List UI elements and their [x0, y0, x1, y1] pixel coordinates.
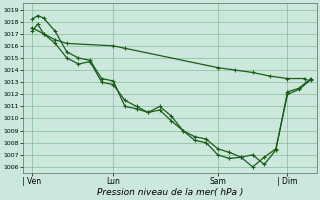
X-axis label: Pression niveau de la mer( hPa ): Pression niveau de la mer( hPa ) — [97, 188, 243, 197]
